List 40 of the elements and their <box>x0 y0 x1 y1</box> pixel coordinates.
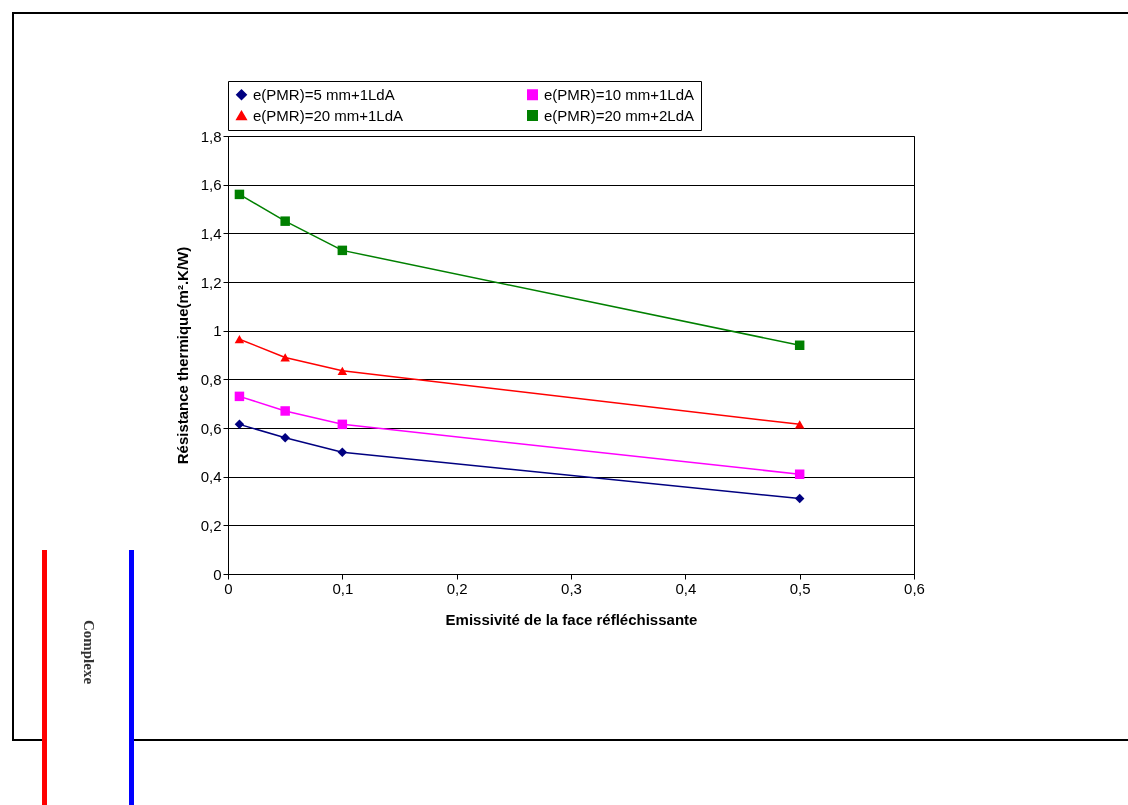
y-tick-label: 0,8 <box>200 370 222 388</box>
y-tick-label: 0,2 <box>200 516 222 534</box>
y-tick-label: 0 <box>213 565 222 583</box>
y-tick-label: 1,8 <box>200 127 222 145</box>
y-tick-label: 0,6 <box>200 419 222 437</box>
y-tick-label: 1,2 <box>200 273 222 291</box>
y-tick-label: 1,6 <box>200 176 222 194</box>
y-tick-label: 1,4 <box>200 224 222 242</box>
x-axis-title: Emissivité de la face réfléchissante <box>445 610 698 628</box>
point <box>794 469 805 479</box>
point <box>280 353 290 362</box>
x-tick-label: 0,5 <box>789 579 811 597</box>
x-tick-label: 0,1 <box>332 579 354 597</box>
legend-label: e(PMR)=5 mm+1LdA <box>253 85 395 103</box>
legend-label: e(PMR)=10 mm+1LdA <box>544 85 695 103</box>
x-tick-label: 0,3 <box>561 579 582 597</box>
point <box>337 447 348 458</box>
point <box>234 391 245 402</box>
point <box>337 419 348 430</box>
x-tick-label: 0 <box>224 579 233 597</box>
point <box>280 432 290 443</box>
point <box>794 493 805 504</box>
point <box>794 340 805 351</box>
x-tick-label: 0,4 <box>675 579 697 597</box>
point <box>794 420 805 429</box>
x-tick-label: 0,2 <box>446 579 468 597</box>
legend-label: e(PMR)=20 mm+1LdA <box>253 106 404 124</box>
point <box>234 335 245 344</box>
x-tick-label: 0,6 <box>904 579 925 597</box>
point <box>234 419 245 430</box>
point <box>280 216 290 226</box>
y-tick-label: 1 <box>213 322 222 340</box>
point <box>337 245 348 256</box>
y-axis-title: Résistance thermique(m².K/W) <box>173 246 191 465</box>
legend-label: e(PMR)=20 mm+2LdA <box>544 106 695 124</box>
point <box>337 366 348 375</box>
point <box>234 189 245 200</box>
point <box>280 406 290 416</box>
labelled-panel: Complexe <box>42 550 134 805</box>
y-tick-label: 0,4 <box>200 468 222 486</box>
